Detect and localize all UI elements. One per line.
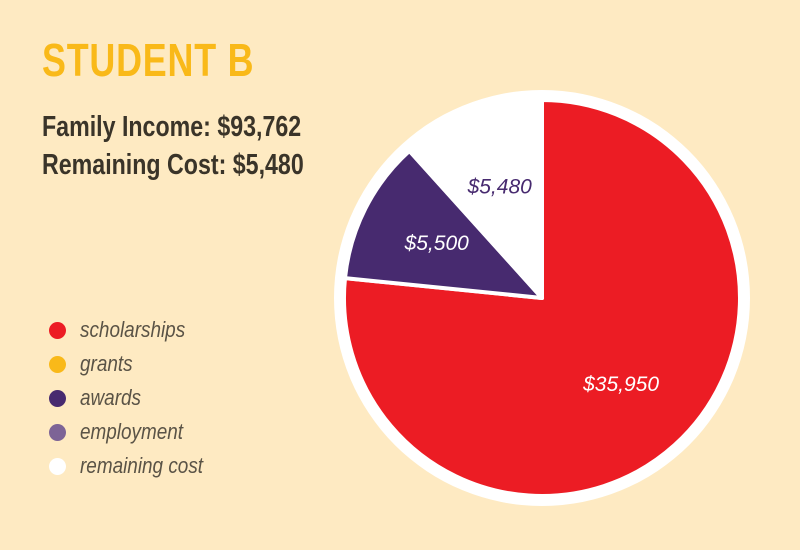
legend-swatch-awards bbox=[49, 389, 66, 407]
legend-label-employment: employment bbox=[80, 419, 184, 444]
slice-label-awards: $5,500 bbox=[404, 232, 470, 255]
legend-swatch-remaining-cost bbox=[49, 457, 66, 475]
legend: scholarships grants awards employment re… bbox=[49, 313, 223, 483]
legend-label-grants: grants bbox=[80, 351, 133, 376]
legend-swatch-grants bbox=[49, 355, 66, 373]
legend-label-awards: awards bbox=[80, 385, 141, 410]
legend-item-employment: employment bbox=[49, 415, 223, 449]
legend-item-grants: grants bbox=[49, 347, 223, 381]
pie-slice-remaining-cost bbox=[407, 98, 544, 300]
slice-label-scholarships: $35,950 bbox=[582, 373, 659, 396]
family-income-text: Family Income: $93,762 bbox=[42, 111, 302, 143]
remaining-cost-text: Remaining Cost: $5,480 bbox=[42, 149, 304, 181]
legend-item-remaining-cost: remaining cost bbox=[49, 449, 223, 483]
legend-label-remaining-cost: remaining cost bbox=[80, 453, 204, 478]
pie-slice-awards bbox=[343, 148, 544, 300]
legend-item-scholarships: scholarships bbox=[49, 313, 223, 347]
legend-item-awards: awards bbox=[49, 381, 223, 415]
legend-swatch-employment bbox=[49, 423, 66, 441]
legend-swatch-scholarships bbox=[49, 321, 66, 339]
slice-label-remaining-cost: $5,480 bbox=[467, 175, 533, 198]
chart-title: STUDENT B bbox=[42, 34, 255, 86]
legend-label-scholarships: scholarships bbox=[80, 317, 186, 342]
